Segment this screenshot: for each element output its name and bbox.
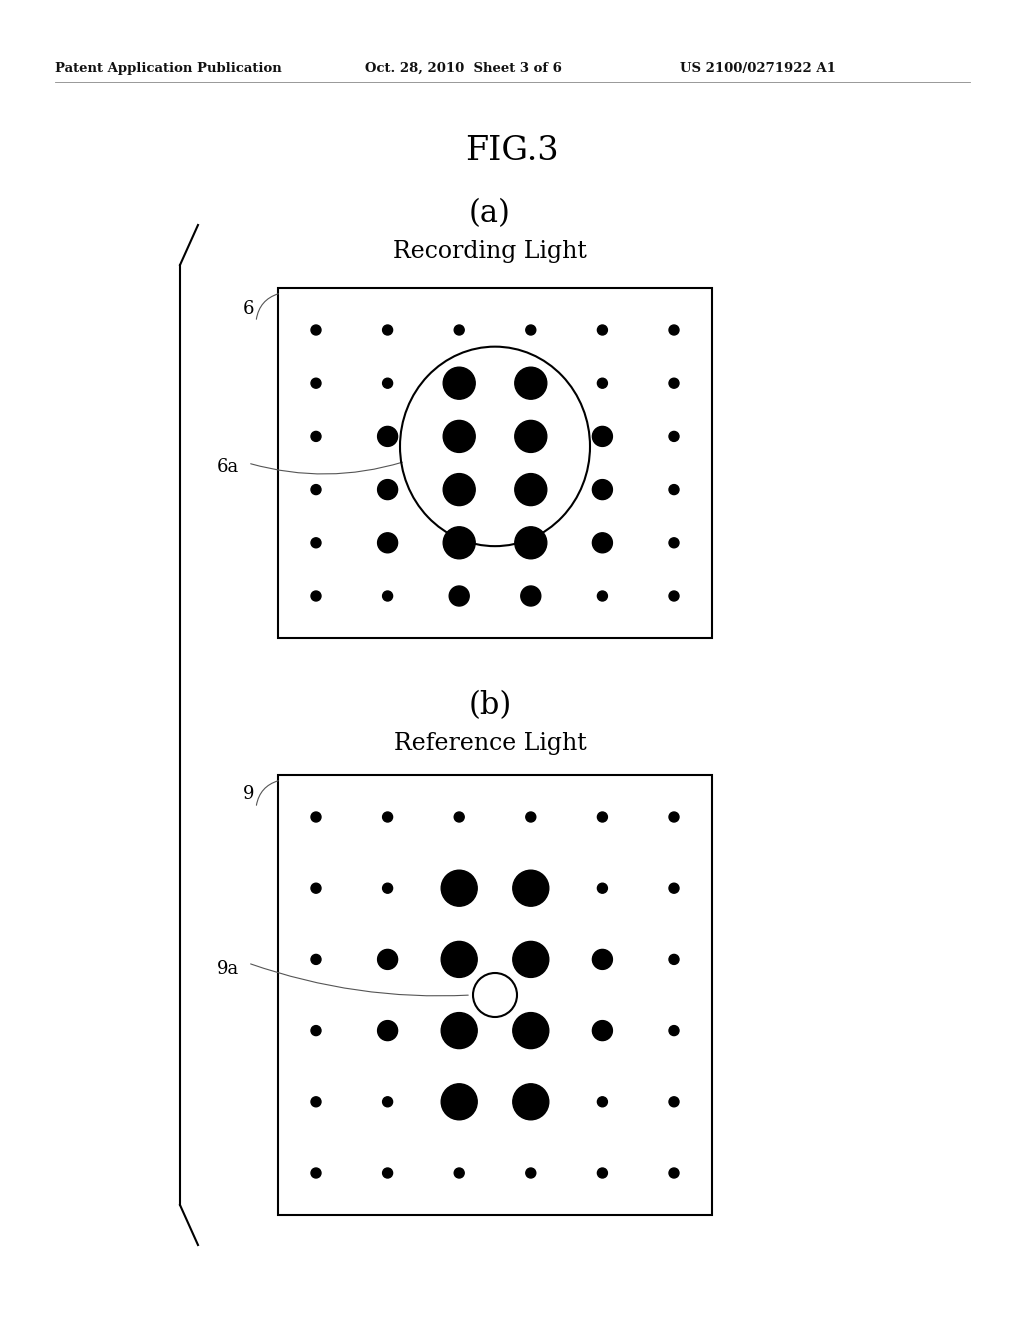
Circle shape xyxy=(593,1020,612,1040)
Circle shape xyxy=(669,484,679,495)
Circle shape xyxy=(597,812,607,822)
Text: FIG.3: FIG.3 xyxy=(465,135,559,168)
Circle shape xyxy=(311,1026,321,1036)
Circle shape xyxy=(443,420,475,453)
Circle shape xyxy=(525,325,536,335)
Circle shape xyxy=(525,1168,536,1177)
Text: (b): (b) xyxy=(468,690,512,721)
Circle shape xyxy=(669,379,679,388)
Circle shape xyxy=(593,533,612,553)
Circle shape xyxy=(455,812,464,822)
Circle shape xyxy=(441,941,477,977)
Circle shape xyxy=(311,537,321,548)
Circle shape xyxy=(443,527,475,558)
Text: (a): (a) xyxy=(469,198,511,228)
Text: 6: 6 xyxy=(243,300,255,318)
Circle shape xyxy=(383,812,392,822)
Circle shape xyxy=(597,883,607,894)
Circle shape xyxy=(669,1168,679,1177)
Circle shape xyxy=(383,883,392,894)
Circle shape xyxy=(455,325,464,335)
Circle shape xyxy=(515,474,547,506)
Text: 6a: 6a xyxy=(217,458,240,477)
Circle shape xyxy=(441,1084,477,1119)
Circle shape xyxy=(383,591,392,601)
Circle shape xyxy=(669,883,679,894)
Text: Patent Application Publication: Patent Application Publication xyxy=(55,62,282,75)
Circle shape xyxy=(593,479,612,499)
Circle shape xyxy=(311,812,321,822)
Circle shape xyxy=(311,1168,321,1177)
Circle shape xyxy=(515,420,547,453)
Circle shape xyxy=(378,533,397,553)
Text: Recording Light: Recording Light xyxy=(393,240,587,263)
Circle shape xyxy=(443,367,475,399)
Circle shape xyxy=(311,432,321,441)
Circle shape xyxy=(311,379,321,388)
Bar xyxy=(278,775,712,1214)
Circle shape xyxy=(513,1012,549,1048)
Circle shape xyxy=(669,537,679,548)
Circle shape xyxy=(513,941,549,977)
Text: 9: 9 xyxy=(243,785,255,803)
Circle shape xyxy=(669,432,679,441)
Circle shape xyxy=(311,883,321,894)
Circle shape xyxy=(455,1168,464,1177)
Circle shape xyxy=(521,586,541,606)
Circle shape xyxy=(311,954,321,965)
Circle shape xyxy=(383,379,392,388)
Circle shape xyxy=(513,870,549,907)
Circle shape xyxy=(311,325,321,335)
Circle shape xyxy=(450,586,469,606)
Bar xyxy=(278,288,712,638)
Circle shape xyxy=(597,325,607,335)
Text: Oct. 28, 2010  Sheet 3 of 6: Oct. 28, 2010 Sheet 3 of 6 xyxy=(365,62,562,75)
Circle shape xyxy=(441,870,477,907)
Circle shape xyxy=(441,1012,477,1048)
Circle shape xyxy=(311,1097,321,1106)
Circle shape xyxy=(378,949,397,969)
Circle shape xyxy=(669,812,679,822)
Circle shape xyxy=(378,479,397,499)
Circle shape xyxy=(443,474,475,506)
Circle shape xyxy=(669,954,679,965)
Text: US 2100/0271922 A1: US 2100/0271922 A1 xyxy=(680,62,836,75)
Circle shape xyxy=(597,1097,607,1106)
Circle shape xyxy=(669,1026,679,1036)
Circle shape xyxy=(669,1097,679,1106)
Circle shape xyxy=(513,1084,549,1119)
Circle shape xyxy=(597,591,607,601)
Circle shape xyxy=(311,591,321,601)
Circle shape xyxy=(378,426,397,446)
Circle shape xyxy=(525,812,536,822)
Circle shape xyxy=(597,379,607,388)
Text: 9a: 9a xyxy=(217,960,240,978)
Circle shape xyxy=(593,426,612,446)
Circle shape xyxy=(669,591,679,601)
Circle shape xyxy=(669,325,679,335)
Circle shape xyxy=(515,527,547,558)
Text: Reference Light: Reference Light xyxy=(393,733,587,755)
Circle shape xyxy=(383,1097,392,1106)
Circle shape xyxy=(515,367,547,399)
Circle shape xyxy=(378,1020,397,1040)
Circle shape xyxy=(593,949,612,969)
Circle shape xyxy=(597,1168,607,1177)
Circle shape xyxy=(311,484,321,495)
Circle shape xyxy=(473,973,517,1016)
Circle shape xyxy=(383,325,392,335)
Circle shape xyxy=(383,1168,392,1177)
